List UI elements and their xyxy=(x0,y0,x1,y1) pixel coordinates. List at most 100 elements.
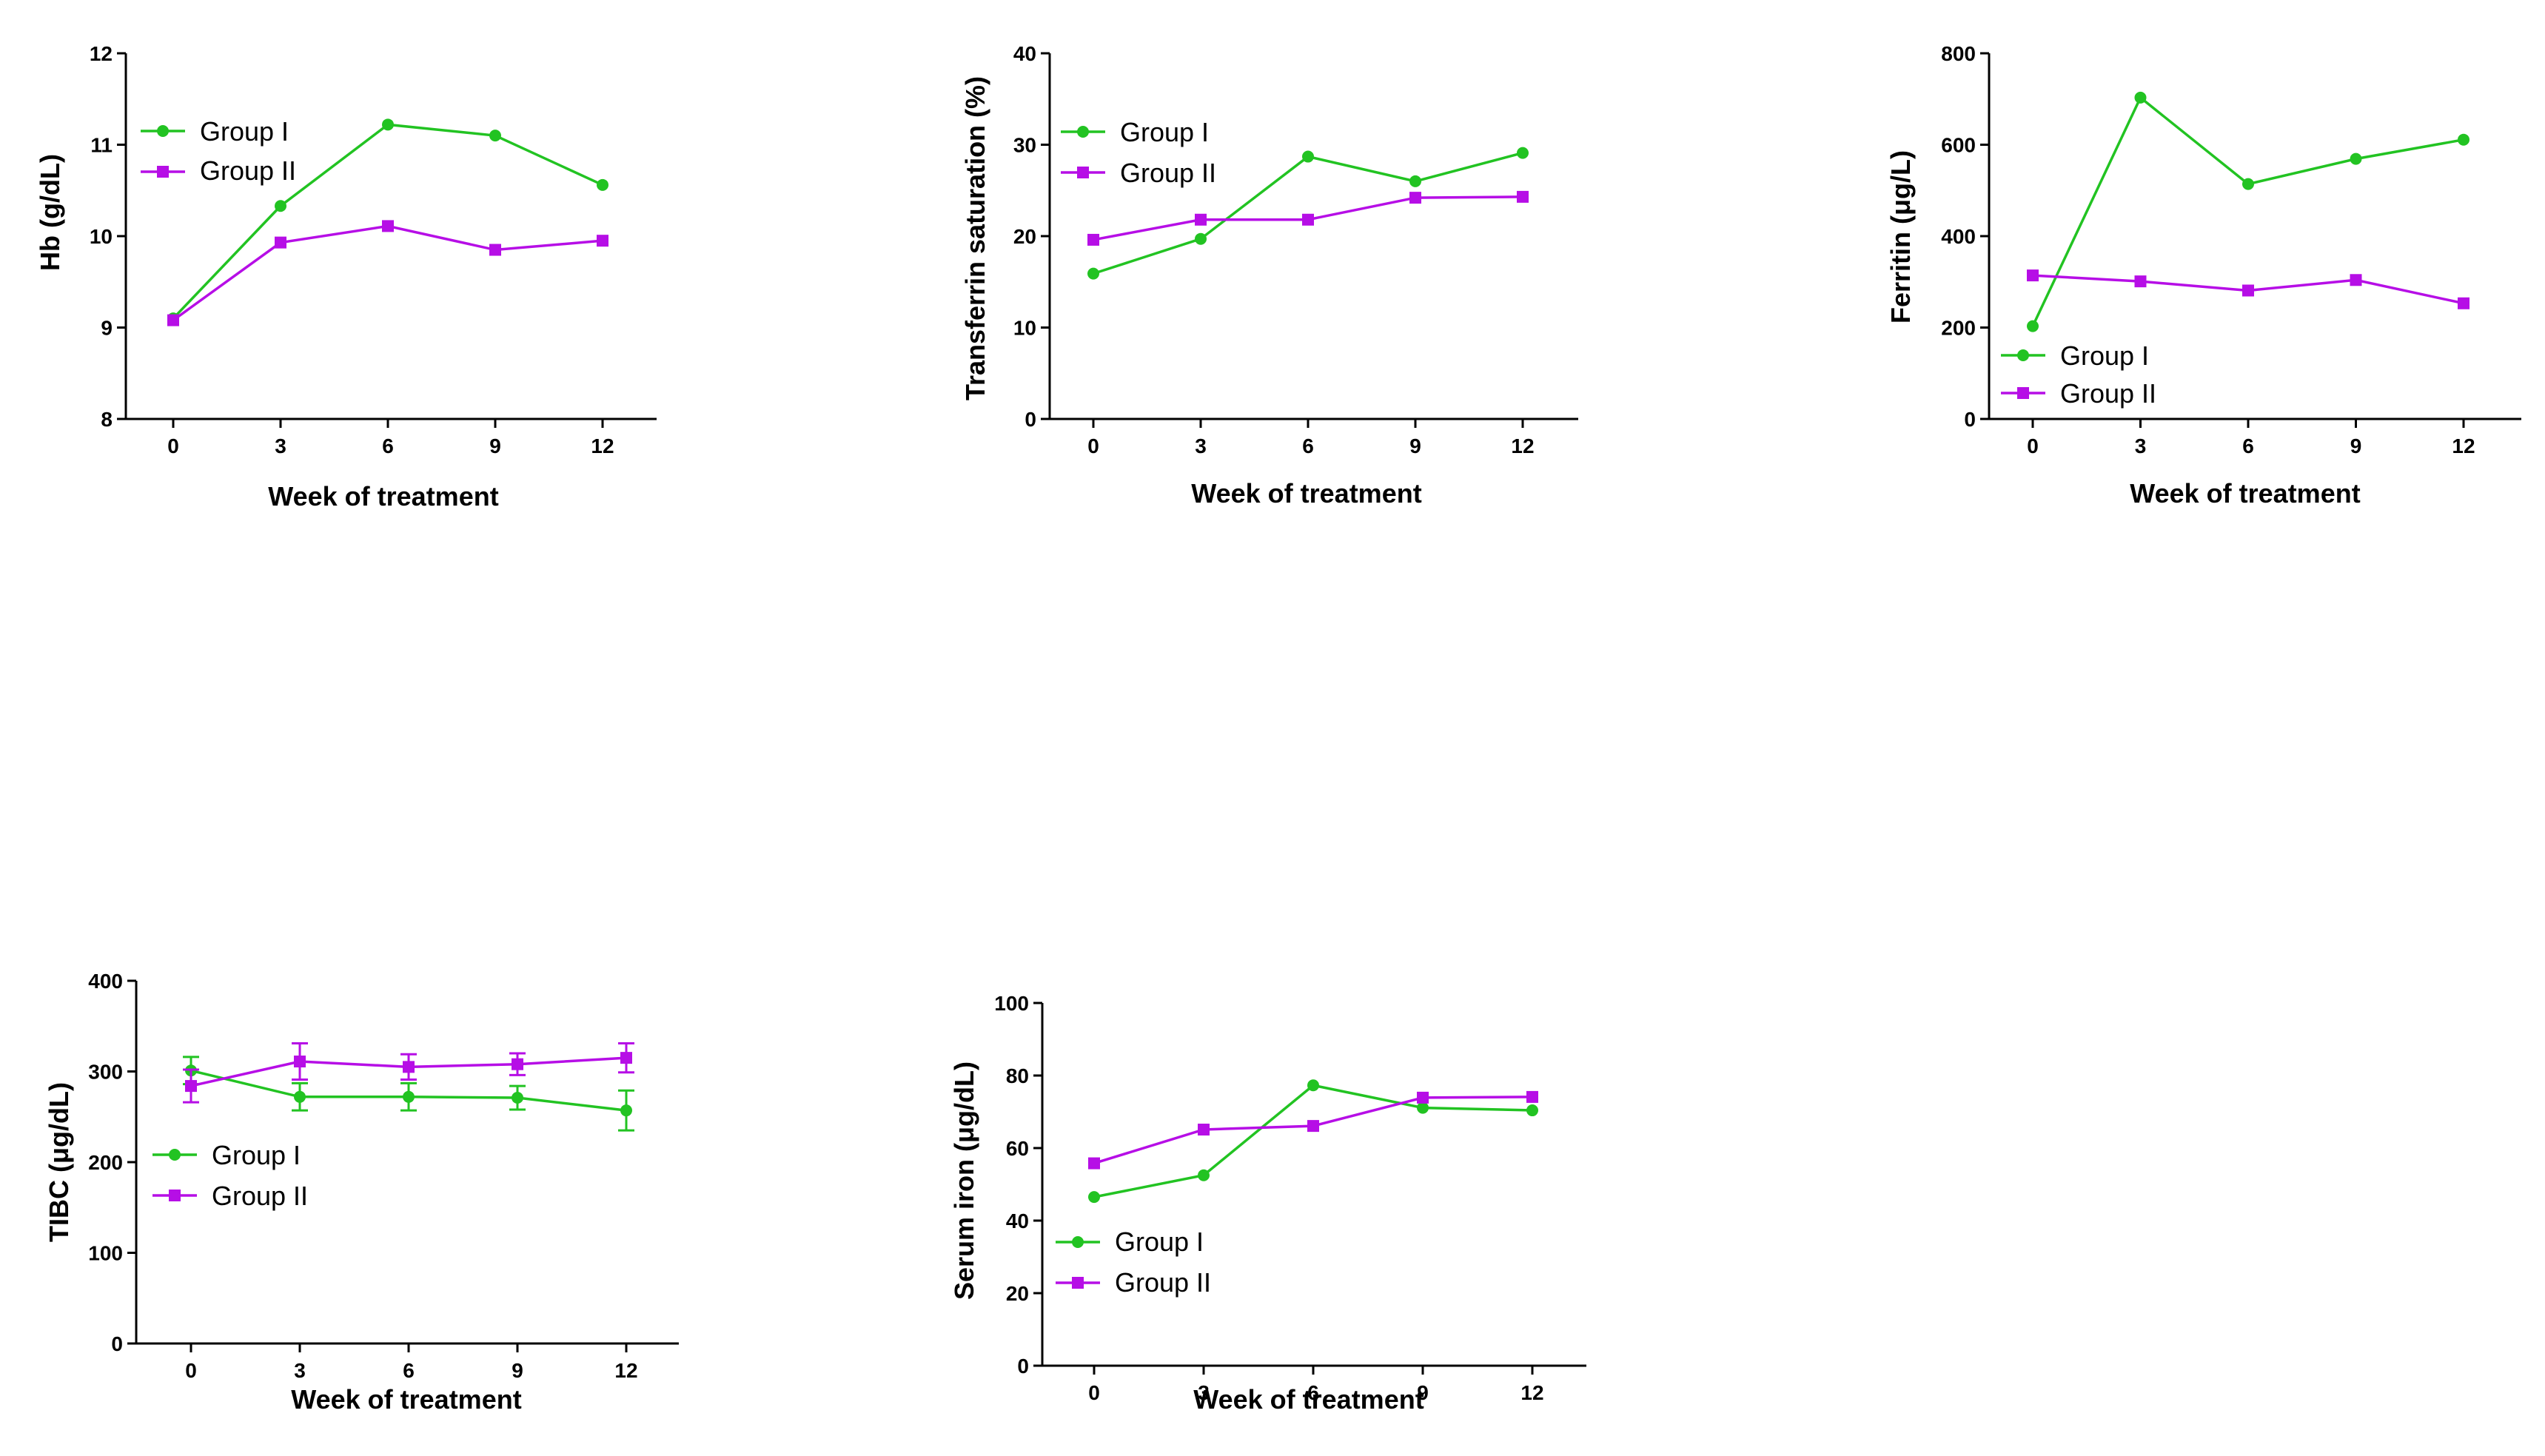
chart-tibc-series-group2-point xyxy=(403,1061,415,1073)
chart-hb-legend-group2-label: Group II xyxy=(200,155,296,186)
chart-serum-iron-ylabel: Serum iron (μg/dL) xyxy=(949,1061,979,1300)
chart-serum-iron-x-tick-label: 0 xyxy=(1088,1381,1100,1404)
chart-transferrin-series-group2-point xyxy=(1302,213,1314,226)
chart-hb-series-group1-legend-marker xyxy=(157,125,169,137)
chart-transferrin-ylabel: Transferrin saturation (%) xyxy=(960,76,990,400)
chart-tibc-legend-group2-label: Group II xyxy=(212,1181,308,1211)
chart-serum-iron-y-tick-label: 40 xyxy=(1006,1210,1029,1232)
chart-ferritin-x-tick-label: 9 xyxy=(2350,435,2362,457)
chart-tibc-series-group1-point xyxy=(512,1092,523,1104)
chart-tibc-y-tick-label: 100 xyxy=(88,1242,123,1265)
chart-serum-iron-x-tick-label: 9 xyxy=(1417,1381,1429,1404)
chart-hb-x-tick-label: 9 xyxy=(489,435,501,457)
chart-transferrin-series-group2-point xyxy=(1517,190,1529,203)
chart-transferrin-series-group1-point xyxy=(1517,147,1529,159)
chart-serum-iron-legend-group1-label: Group I xyxy=(1115,1227,1204,1257)
chart-serum-iron-series-group1-line xyxy=(1093,1084,1533,1198)
chart-ferritin-x-tick-label: 12 xyxy=(2452,435,2475,457)
chart-serum-iron-series-group2-point xyxy=(1526,1090,1538,1103)
chart-hb-legend-group1-label: Group I xyxy=(200,116,289,147)
chart-ferritin-y-tick-label: 800 xyxy=(1941,42,1976,65)
chart-hb-series-group2-point xyxy=(167,314,179,326)
chart-serum-iron-series-group1-point xyxy=(1307,1079,1319,1092)
chart-tibc-x-tick-label: 12 xyxy=(614,1359,637,1382)
chart-ferritin-legend-group2-label: Group II xyxy=(2060,378,2156,409)
chart-serum-iron-x-tick-label: 6 xyxy=(1307,1381,1319,1404)
chart-tibc-x-tick-label: 6 xyxy=(403,1359,415,1382)
chart-hb-xlabel: Week of treatment xyxy=(268,481,498,511)
chart-ferritin-x-tick-label: 3 xyxy=(2135,435,2147,457)
chart-transferrin-x-tick-label: 6 xyxy=(1302,435,1314,457)
chart-serum-iron-series-group2-legend-marker xyxy=(1072,1277,1084,1289)
chart-serum-iron-series-group2-point xyxy=(1198,1124,1210,1136)
chart-transferrin-x-tick-label: 3 xyxy=(1195,435,1207,457)
chart-ferritin-series-group1-legend-marker xyxy=(2017,349,2029,361)
chart-transferrin-x-tick-label: 9 xyxy=(1409,435,1421,457)
chart-ferritin-series-group2-point xyxy=(2458,297,2469,309)
chart-hb-series-group1-point xyxy=(489,130,501,142)
chart-ferritin-series-group2-point xyxy=(2027,269,2039,282)
chart-hb-series-group2-line xyxy=(172,224,603,322)
chart-ferritin-series-group1-point xyxy=(2458,133,2469,146)
chart-tibc-series-group1-point xyxy=(294,1090,306,1103)
chart-tibc-x-tick-label: 3 xyxy=(294,1359,306,1382)
chart-transferrin-series-group1-point xyxy=(1087,267,1099,280)
chart-serum-iron-y-tick-label: 0 xyxy=(1017,1355,1029,1378)
chart-serum-iron-series-group2-point xyxy=(1088,1157,1100,1170)
chart-transferrin-series-group2-point xyxy=(1087,233,1099,246)
chart-tibc-series-group2-point xyxy=(294,1056,306,1068)
chart-serum-iron-series-group1-point xyxy=(1526,1104,1538,1117)
chart-tibc-series-group1-legend-marker xyxy=(169,1149,181,1161)
chart-serum-iron-x-tick-label: 3 xyxy=(1198,1381,1210,1404)
chart-transferrin-series-group1-point xyxy=(1302,150,1314,163)
chart-serum-iron-series-group1-legend-marker xyxy=(1072,1236,1084,1248)
chart-tibc-legend-group1-label: Group I xyxy=(212,1140,301,1170)
chart-tibc-series-group2-point xyxy=(512,1058,523,1070)
chart-transferrin-y-tick-label: 20 xyxy=(1013,225,1036,248)
chart-tibc-series-group1-point xyxy=(620,1104,632,1117)
chart-ferritin-legend-group1-label: Group I xyxy=(2060,340,2149,371)
chart-hb-x-tick-label: 12 xyxy=(591,435,614,457)
chart-ferritin-series-group1-point xyxy=(2350,152,2362,165)
chart-ferritin-series-group2-point xyxy=(2242,284,2254,297)
chart-hb-series-group2-point xyxy=(275,236,286,249)
chart-ferritin-x-tick-label: 0 xyxy=(2027,435,2039,457)
chart-transferrin-saturation: Transferrin saturation (%) Week of treat… xyxy=(960,42,1578,509)
chart-ferritin-x-tick-label: 6 xyxy=(2242,435,2254,457)
chart-serum-iron-series-group1-point xyxy=(1198,1169,1210,1181)
chart-hb-y-tick-label: 9 xyxy=(101,317,113,340)
chart-serum-iron-series-group1-point xyxy=(1088,1191,1100,1204)
chart-serum-iron-series-group2-point xyxy=(1307,1120,1319,1133)
chart-transferrin-series-group2-point xyxy=(1409,192,1421,204)
chart-tibc: TIBC (μg/dL) Week of treatment Group I G… xyxy=(44,970,679,1415)
chart-serum-iron-series-group1-point xyxy=(1417,1101,1429,1114)
chart-tibc-xlabel: Week of treatment xyxy=(291,1384,521,1415)
chart-hb-y-tick-label: 12 xyxy=(90,42,113,65)
chart-transferrin-y-tick-label: 0 xyxy=(1025,408,1036,431)
chart-ferritin-ylabel: Ferritin (μg/L) xyxy=(1885,150,1916,323)
chart-tibc-y-tick-label: 0 xyxy=(111,1332,123,1355)
chart-hb-series-group1-point xyxy=(597,178,608,191)
chart-transferrin-y-tick-label: 30 xyxy=(1013,134,1036,157)
chart-ferritin-y-tick-label: 600 xyxy=(1941,134,1976,157)
chart-tibc-y-tick-label: 200 xyxy=(88,1151,123,1174)
chart-hb-series-group2-point xyxy=(597,235,608,247)
chart-serum-iron-series-group2-point xyxy=(1417,1091,1429,1104)
chart-hb-y-tick-label: 8 xyxy=(101,408,113,431)
chart-hb-y-tick-label: 11 xyxy=(90,134,113,157)
chart-ferritin-series-group1-point xyxy=(2242,178,2254,190)
chart-hb-x-tick-label: 0 xyxy=(167,435,179,457)
chart-transferrin-series-group1-point xyxy=(1409,175,1421,187)
chart-transferrin-series-group2-point xyxy=(1195,213,1207,226)
chart-tibc-ylabel: TIBC (μg/dL) xyxy=(44,1082,74,1242)
chart-tibc-y-tick-label: 300 xyxy=(88,1061,123,1084)
chart-transferrin-series-group1-legend-marker xyxy=(1077,126,1089,138)
chart-transferrin-xlabel: Week of treatment xyxy=(1191,478,1421,509)
chart-tibc-x-tick-label: 9 xyxy=(512,1359,523,1382)
chart-transferrin-series-group2-legend-marker xyxy=(1077,167,1089,178)
chart-ferritin-y-tick-label: 0 xyxy=(1964,408,1976,431)
chart-tibc-series-group2-legend-marker xyxy=(169,1190,181,1201)
chart-ferritin-series-group1-point xyxy=(2027,320,2039,332)
chart-tibc-series-group2-point xyxy=(185,1080,197,1093)
